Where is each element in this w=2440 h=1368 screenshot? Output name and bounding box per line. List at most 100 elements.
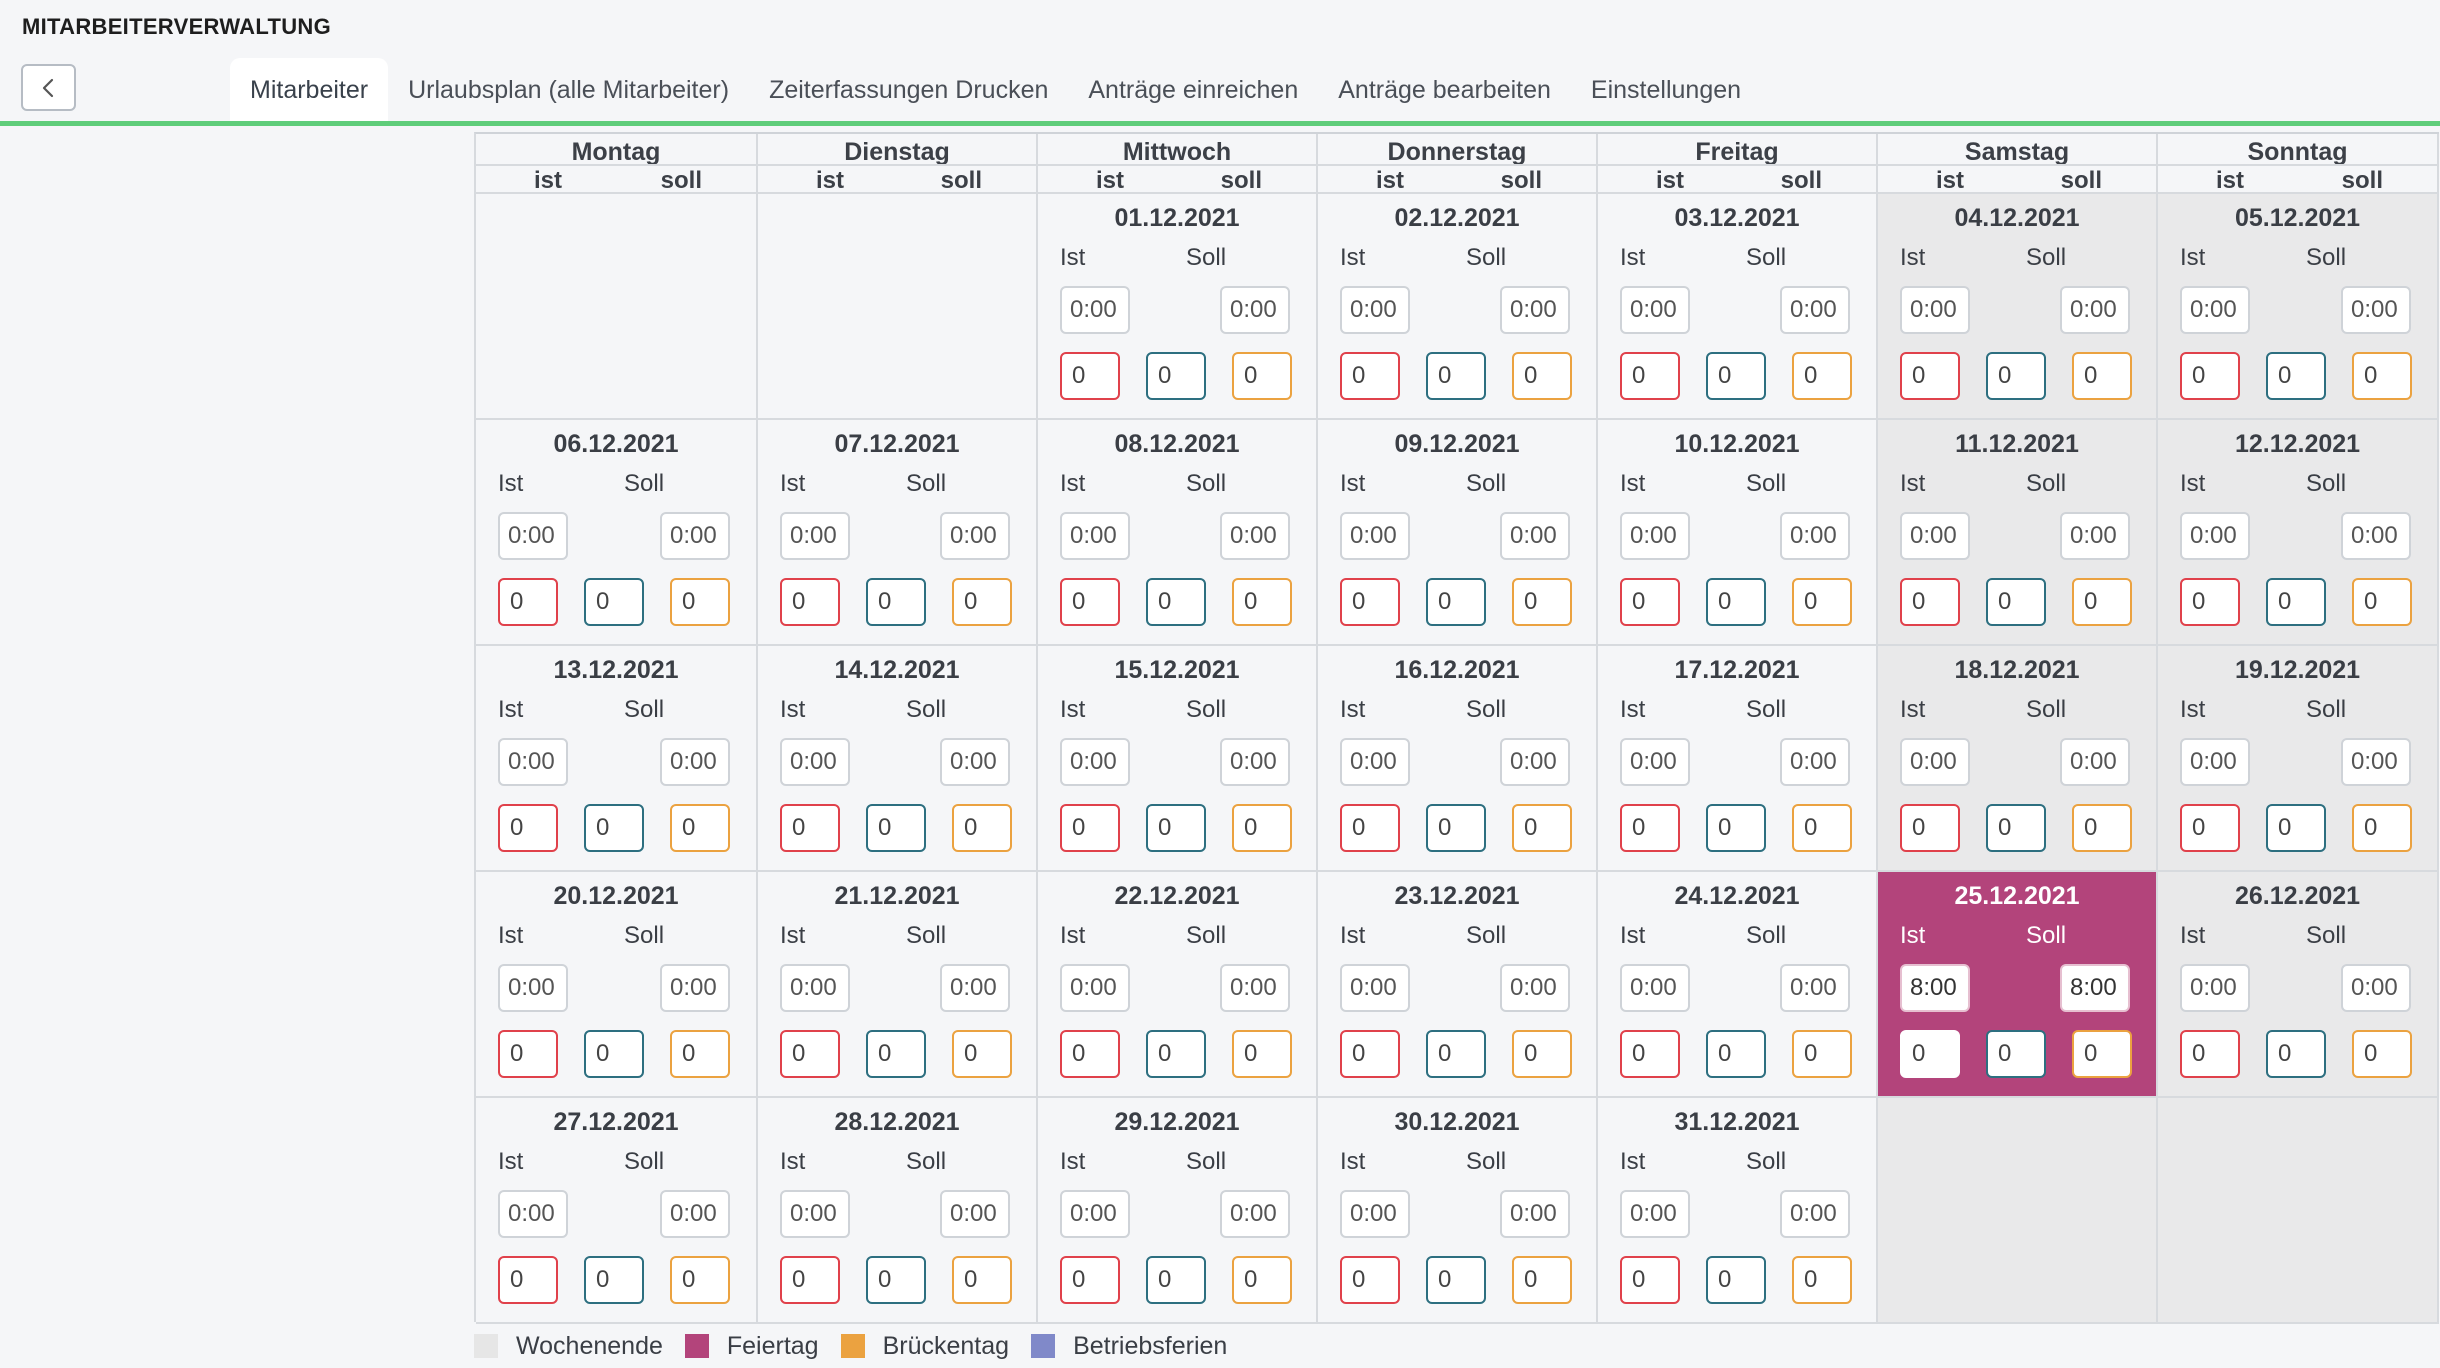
ist-time-input[interactable] (1340, 1190, 1410, 1238)
count-input-red[interactable] (780, 578, 840, 626)
ist-time-input[interactable] (1340, 286, 1410, 334)
count-input-teal[interactable] (866, 1256, 926, 1304)
count-input-red[interactable] (780, 804, 840, 852)
count-input-orange[interactable] (670, 1256, 730, 1304)
count-input-teal[interactable] (2266, 578, 2326, 626)
soll-time-input[interactable] (2060, 286, 2130, 334)
ist-time-input[interactable] (780, 964, 850, 1012)
count-input-orange[interactable] (952, 578, 1012, 626)
ist-time-input[interactable] (2180, 964, 2250, 1012)
ist-time-input[interactable] (780, 512, 850, 560)
count-input-red[interactable] (1620, 578, 1680, 626)
ist-time-input[interactable] (1620, 964, 1690, 1012)
count-input-red[interactable] (2180, 1030, 2240, 1078)
ist-time-input[interactable] (498, 1190, 568, 1238)
soll-time-input[interactable] (1220, 1190, 1290, 1238)
count-input-red[interactable] (1900, 578, 1960, 626)
soll-time-input[interactable] (1780, 512, 1850, 560)
count-input-orange[interactable] (2072, 578, 2132, 626)
count-input-orange[interactable] (1232, 1030, 1292, 1078)
count-input-red[interactable] (498, 578, 558, 626)
count-input-teal[interactable] (2266, 1030, 2326, 1078)
count-input-orange[interactable] (1512, 1256, 1572, 1304)
ist-time-input[interactable] (1340, 512, 1410, 560)
count-input-teal[interactable] (1146, 804, 1206, 852)
soll-time-input[interactable] (1500, 964, 1570, 1012)
tab-antraege-einreichen[interactable]: Anträge einreichen (1088, 75, 1299, 104)
count-input-orange[interactable] (670, 1030, 730, 1078)
count-input-teal[interactable] (584, 578, 644, 626)
count-input-teal[interactable] (1706, 1030, 1766, 1078)
count-input-red[interactable] (1620, 1030, 1680, 1078)
count-input-teal[interactable] (2266, 804, 2326, 852)
soll-time-input[interactable] (660, 964, 730, 1012)
ist-time-input[interactable] (2180, 286, 2250, 334)
soll-time-input[interactable] (1500, 1190, 1570, 1238)
ist-time-input[interactable] (780, 1190, 850, 1238)
ist-time-input[interactable] (1340, 738, 1410, 786)
count-input-teal[interactable] (1146, 1030, 1206, 1078)
tab-antraege-bearbeiten[interactable]: Anträge bearbeiten (1338, 75, 1551, 104)
soll-time-input[interactable] (2341, 738, 2411, 786)
count-input-teal[interactable] (1426, 578, 1486, 626)
soll-time-input[interactable] (1500, 512, 1570, 560)
count-input-teal[interactable] (866, 804, 926, 852)
ist-time-input[interactable] (1900, 738, 1970, 786)
count-input-red[interactable] (498, 1256, 558, 1304)
count-input-red[interactable] (2180, 578, 2240, 626)
count-input-teal[interactable] (1706, 352, 1766, 400)
count-input-orange[interactable] (2072, 804, 2132, 852)
soll-time-input[interactable] (660, 512, 730, 560)
count-input-red[interactable] (1340, 1030, 1400, 1078)
soll-time-input[interactable] (2060, 738, 2130, 786)
count-input-red[interactable] (2180, 352, 2240, 400)
soll-time-input[interactable] (940, 964, 1010, 1012)
count-input-orange[interactable] (1792, 578, 1852, 626)
count-input-teal[interactable] (584, 1256, 644, 1304)
ist-time-input[interactable] (1620, 286, 1690, 334)
count-input-red[interactable] (1900, 804, 1960, 852)
count-input-orange[interactable] (1792, 1030, 1852, 1078)
ist-time-input[interactable] (1060, 738, 1130, 786)
ist-time-input[interactable] (498, 512, 568, 560)
count-input-teal[interactable] (1986, 1030, 2046, 1078)
ist-time-input[interactable] (1900, 964, 1970, 1012)
count-input-orange[interactable] (1512, 804, 1572, 852)
count-input-red[interactable] (1060, 1030, 1120, 1078)
count-input-orange[interactable] (1232, 1256, 1292, 1304)
count-input-red[interactable] (1060, 352, 1120, 400)
soll-time-input[interactable] (1500, 286, 1570, 334)
count-input-teal[interactable] (1706, 578, 1766, 626)
count-input-orange[interactable] (1232, 352, 1292, 400)
ist-time-input[interactable] (1060, 964, 1130, 1012)
count-input-red[interactable] (780, 1256, 840, 1304)
count-input-orange[interactable] (2352, 578, 2412, 626)
ist-time-input[interactable] (1060, 286, 1130, 334)
tab-zeiterfassungen-drucken[interactable]: Zeiterfassungen Drucken (769, 75, 1049, 104)
count-input-orange[interactable] (952, 1030, 1012, 1078)
count-input-orange[interactable] (1512, 352, 1572, 400)
ist-time-input[interactable] (2180, 512, 2250, 560)
count-input-orange[interactable] (2352, 352, 2412, 400)
soll-time-input[interactable] (660, 1190, 730, 1238)
count-input-red[interactable] (498, 1030, 558, 1078)
soll-time-input[interactable] (1500, 738, 1570, 786)
soll-time-input[interactable] (1220, 512, 1290, 560)
ist-time-input[interactable] (1620, 512, 1690, 560)
count-input-teal[interactable] (1986, 578, 2046, 626)
count-input-teal[interactable] (584, 1030, 644, 1078)
count-input-teal[interactable] (1426, 1256, 1486, 1304)
soll-time-input[interactable] (1780, 286, 1850, 334)
count-input-red[interactable] (1340, 1256, 1400, 1304)
soll-time-input[interactable] (940, 738, 1010, 786)
count-input-orange[interactable] (2072, 1030, 2132, 1078)
count-input-red[interactable] (780, 1030, 840, 1078)
count-input-red[interactable] (1900, 352, 1960, 400)
soll-time-input[interactable] (940, 512, 1010, 560)
back-button[interactable] (21, 64, 76, 111)
count-input-orange[interactable] (952, 1256, 1012, 1304)
tab-mitarbeiter[interactable]: Mitarbeiter (230, 58, 389, 122)
count-input-red[interactable] (1340, 578, 1400, 626)
ist-time-input[interactable] (1900, 286, 1970, 334)
tab-einstellungen[interactable]: Einstellungen (1590, 75, 1742, 104)
